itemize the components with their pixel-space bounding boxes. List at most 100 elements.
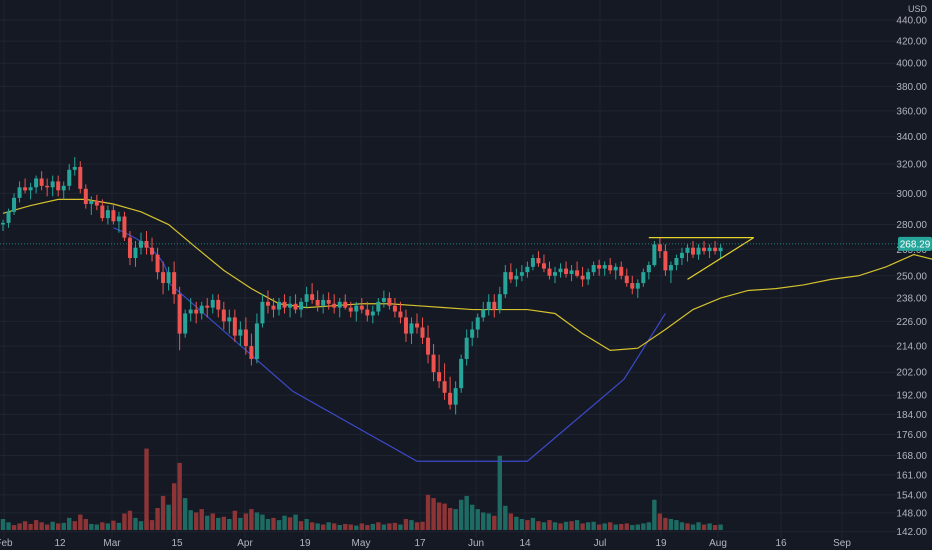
candle-body	[591, 265, 596, 273]
volume-bar	[431, 498, 436, 530]
x-axis[interactable]: Feb 12 Mar 15 Apr 19 May 17 Jun 14 Jul 19 Aug 16 Sep	[0, 538, 851, 549]
candle-body	[619, 266, 624, 276]
candle-body	[127, 237, 132, 259]
candle-body	[646, 265, 651, 273]
volume-bar	[707, 523, 712, 530]
candle-body	[702, 247, 707, 252]
candle-body	[122, 216, 127, 238]
candle-body	[293, 303, 298, 310]
candle-body	[177, 294, 182, 334]
x-tick-label: 14	[519, 538, 531, 549]
volume-bar	[83, 519, 88, 530]
volume-bar	[668, 519, 674, 530]
volume-bar	[663, 517, 668, 530]
candle-body	[348, 307, 353, 312]
volume-bar	[6, 522, 11, 530]
candle-body	[718, 247, 723, 252]
candle-body	[481, 309, 486, 318]
candle-body	[696, 247, 701, 255]
candle-body	[105, 210, 110, 219]
volume-bar	[497, 455, 502, 530]
y-tick-label: 148.00	[896, 508, 927, 519]
candle-body	[668, 265, 673, 271]
y-axis[interactable]: 142.00 148.00 154.00 161.00 168.00 176.00 184.…	[896, 4, 927, 538]
volume-bar	[685, 523, 690, 530]
volume-bar	[425, 494, 431, 530]
candle-body	[398, 311, 403, 318]
y-tick-label: 340.00	[896, 132, 927, 143]
volume-bar	[503, 505, 508, 530]
candle-body	[580, 275, 585, 280]
candle-body	[227, 317, 232, 322]
candle-body	[575, 270, 580, 276]
candle-body	[172, 272, 177, 295]
candle-body	[641, 272, 646, 284]
candle-body	[354, 305, 359, 312]
candle-body	[277, 301, 281, 310]
candle-body	[530, 258, 535, 267]
candle-body	[602, 265, 607, 269]
candle-body	[271, 305, 276, 310]
volume-bar	[243, 513, 249, 530]
x-tick-label: Jun	[468, 538, 484, 549]
volume-bar	[608, 522, 613, 530]
y-tick-label: 380.00	[896, 82, 927, 93]
volume-bar	[282, 515, 287, 530]
candle-body	[459, 358, 464, 389]
volume-bar	[602, 523, 607, 530]
candle-body	[608, 265, 613, 271]
volume-bar	[464, 495, 469, 530]
candle-body	[243, 329, 248, 347]
volume-bar	[293, 514, 298, 530]
volume-bar	[94, 524, 100, 530]
y-tick-label: 226.00	[896, 317, 927, 328]
grid	[0, 0, 898, 538]
x-tick-label: 12	[54, 538, 66, 549]
candle-body	[161, 272, 166, 284]
volume-bar	[403, 519, 409, 530]
volume-bar	[11, 525, 17, 530]
candle-body	[674, 258, 679, 266]
volume-bar	[387, 523, 392, 530]
candle-body	[508, 272, 513, 280]
candle-body	[381, 298, 386, 302]
pattern-lines	[648, 237, 755, 280]
volume-bar	[116, 522, 122, 530]
volume-bar	[221, 516, 226, 530]
candle-body	[624, 275, 629, 284]
y-tick-label: 184.00	[896, 410, 927, 421]
volume-bar	[28, 523, 33, 530]
volume-bar	[409, 520, 414, 530]
candle-body	[679, 252, 684, 259]
volume-bar	[260, 514, 265, 530]
volume-bar	[492, 515, 497, 530]
volume-bar	[343, 523, 348, 530]
volume-bar	[475, 509, 480, 530]
volume-bar	[276, 520, 282, 530]
candle-body	[260, 301, 265, 324]
y-tick-label: 420.00	[896, 37, 927, 48]
volume-bar	[144, 448, 149, 530]
y-tick-label: 440.00	[896, 16, 927, 27]
candle-body	[613, 266, 618, 271]
candle-body	[299, 301, 304, 310]
candle-body	[431, 354, 436, 373]
candle-body	[155, 254, 160, 273]
candle-body	[492, 301, 497, 310]
candle-body	[304, 294, 309, 302]
x-tick-label: Jul	[594, 538, 607, 549]
y-tick-label: 202.00	[896, 368, 927, 379]
y-tick-label: 154.00	[896, 490, 927, 501]
volume-bar	[50, 521, 55, 530]
volume-bar	[177, 462, 182, 530]
candle-body	[205, 305, 210, 308]
volume-bar	[630, 525, 635, 530]
candle-body	[17, 187, 22, 198]
volume-bar	[712, 525, 718, 530]
candle-body	[288, 303, 293, 308]
candle-body	[72, 166, 77, 170]
y-tick-label: 192.00	[896, 391, 927, 402]
